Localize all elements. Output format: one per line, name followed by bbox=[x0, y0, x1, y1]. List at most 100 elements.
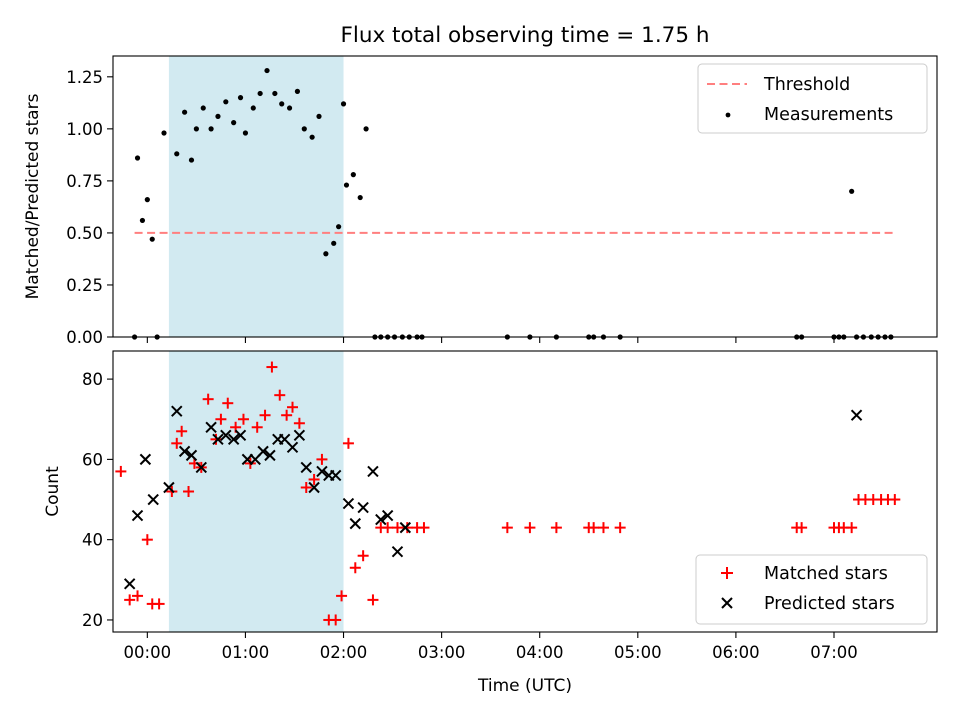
measurement-point bbox=[208, 126, 214, 132]
matched-star-point bbox=[597, 522, 609, 534]
legend-matched-label: Matched stars bbox=[764, 564, 888, 584]
bottom-x-tick-label: 07:00 bbox=[810, 643, 858, 662]
matched-star-point bbox=[259, 409, 271, 421]
matched-star-point bbox=[115, 465, 127, 477]
measurement-point bbox=[237, 95, 244, 101]
matched-star-point bbox=[141, 534, 153, 546]
bottom-x-tick-label: 02:00 bbox=[320, 643, 368, 662]
predicted-star-point bbox=[205, 421, 217, 433]
top-y-tick-label: 1.00 bbox=[66, 120, 103, 139]
top-observing-span bbox=[168, 56, 344, 337]
matched-star-point bbox=[391, 522, 403, 534]
legend-measurements-label: Measurements bbox=[764, 105, 893, 125]
matched-star-point bbox=[266, 361, 278, 373]
bottom-axes: 20 40 60 80 00:00 01:00 02:00 03:00 04:00 05:00 06… bbox=[43, 350, 938, 696]
predicted-star-point bbox=[264, 449, 276, 462]
matched-star-point bbox=[222, 397, 234, 409]
matched-star-point bbox=[614, 522, 626, 534]
measurement-point bbox=[134, 155, 141, 161]
measurement-point bbox=[340, 101, 347, 107]
bottom-y-axis-label: Count bbox=[43, 466, 63, 517]
measurement-point bbox=[272, 90, 278, 97]
predicted-star-point bbox=[293, 429, 306, 442]
top-axes: 0.00 0.25 0.50 0.75 1.00 1.25 Matched/Predict… bbox=[23, 55, 938, 347]
measurement-point bbox=[242, 130, 249, 136]
predicted-star-point bbox=[123, 578, 136, 590]
measurement-point bbox=[316, 113, 322, 119]
matched-star-point bbox=[237, 413, 249, 425]
x-axis-label: Time (UTC) bbox=[477, 676, 572, 696]
measurement-point bbox=[279, 101, 285, 107]
top-y-axis-label: Matched/Predicted stars bbox=[23, 93, 43, 299]
matched-star-point bbox=[550, 522, 562, 534]
bottom-x-tick-label: 06:00 bbox=[712, 643, 760, 662]
bottom-x-tick-label: 03:00 bbox=[418, 643, 466, 662]
predicted-star-point bbox=[367, 465, 379, 478]
predicted-stars-series bbox=[123, 405, 863, 590]
matched-star-point bbox=[281, 409, 293, 421]
matched-star-point bbox=[210, 433, 222, 445]
measurement-point bbox=[223, 99, 229, 105]
matched-star-point bbox=[132, 590, 144, 602]
matched-star-point bbox=[796, 522, 808, 534]
top-y-tick-label: 0.75 bbox=[66, 172, 103, 191]
predicted-star-point bbox=[139, 453, 152, 466]
matched-star-point bbox=[367, 594, 379, 606]
measurement-point bbox=[264, 67, 270, 74]
measurement-point bbox=[294, 88, 301, 94]
top-y-tick-label: 0.00 bbox=[66, 328, 103, 347]
predicted-star-point bbox=[257, 445, 269, 458]
measurement-point bbox=[286, 105, 293, 111]
matched-star-point bbox=[171, 437, 183, 449]
predicted-star-point bbox=[316, 465, 328, 478]
measurement-point bbox=[144, 197, 150, 203]
matched-star-point bbox=[274, 389, 286, 401]
bottom-observing-span bbox=[168, 351, 344, 632]
bottom-y-tick-label: 40 bbox=[82, 531, 103, 550]
predicted-star-point bbox=[220, 429, 232, 442]
matched-star-point bbox=[176, 425, 188, 437]
measurement-point bbox=[331, 240, 337, 246]
predicted-star-point bbox=[286, 441, 299, 454]
bottom-x-tick-label: 01:00 bbox=[222, 643, 270, 662]
bottom-y-tick-label: 20 bbox=[82, 611, 103, 630]
matched-star-point bbox=[357, 550, 369, 562]
predicted-star-point bbox=[399, 521, 412, 534]
measurement-point bbox=[139, 217, 146, 224]
top-y-tick-label: 0.50 bbox=[66, 224, 103, 243]
top-axes-frame bbox=[112, 55, 938, 338]
bottom-legend: Matched stars Predicted stars bbox=[695, 554, 928, 625]
bottom-x-tick-label: 05:00 bbox=[614, 643, 662, 662]
bottom-ticks: 20 40 60 80 00:00 01:00 02:00 03:00 04:00 05:00 06… bbox=[82, 370, 858, 662]
measurement-point bbox=[257, 90, 263, 97]
measurement-point bbox=[336, 224, 342, 230]
matched-star-point bbox=[418, 522, 430, 534]
legend-predicted-swatch bbox=[721, 597, 733, 609]
predicted-star-point bbox=[171, 405, 183, 417]
measurement-point bbox=[182, 109, 188, 115]
bottom-y-tick-label: 80 bbox=[82, 370, 103, 389]
predicted-star-point bbox=[212, 433, 224, 446]
predicted-star-point bbox=[308, 481, 320, 494]
matched-star-point bbox=[342, 437, 354, 449]
predicted-star-point bbox=[131, 509, 144, 522]
matched-star-point bbox=[330, 614, 342, 626]
matched-star-point bbox=[124, 594, 136, 606]
top-legend: Threshold Measurements bbox=[697, 63, 928, 134]
measurement-point bbox=[188, 157, 195, 163]
predicted-star-point bbox=[234, 429, 247, 442]
measurement-point bbox=[343, 182, 350, 188]
legend-threshold-label: Threshold bbox=[763, 75, 850, 95]
measurement-point bbox=[849, 188, 855, 194]
predicted-star-point bbox=[381, 509, 394, 522]
matched-star-point bbox=[501, 522, 513, 534]
predicted-star-point bbox=[349, 517, 362, 530]
legend-matched-swatch bbox=[721, 567, 733, 579]
predicted-star-point bbox=[185, 449, 198, 462]
legend-measurements-swatch bbox=[725, 112, 731, 118]
bottom-axes-frame bbox=[112, 350, 938, 633]
predicted-star-point bbox=[375, 513, 387, 526]
predicted-star-point bbox=[357, 501, 369, 514]
legend-predicted-label: Predicted stars bbox=[764, 594, 895, 614]
